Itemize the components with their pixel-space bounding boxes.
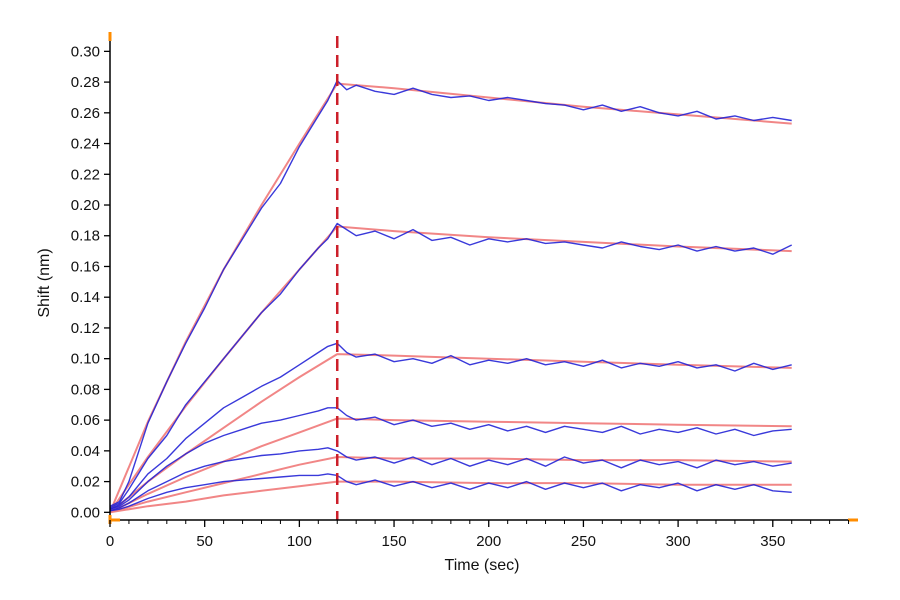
y-tick-label-4: 0.08 [71, 381, 100, 398]
y-tick-label-0: 0.00 [71, 504, 100, 521]
x-tick-label-3: 150 [382, 533, 407, 550]
measured-trace-3 [109, 222, 793, 509]
fit-curve-2 [109, 225, 792, 513]
x-tick-label-6: 300 [666, 533, 691, 550]
y-tick-label-3: 0.06 [71, 412, 100, 429]
y-tick-label-2: 0.04 [71, 443, 100, 460]
fit-curve-4 [109, 353, 792, 514]
x-tick-label-5: 250 [571, 533, 596, 550]
x-axis-title: Time (sec) [445, 557, 520, 574]
x-tick-label-2: 100 [287, 533, 312, 550]
y-tick-label-1: 0.02 [71, 474, 100, 491]
measured-trace-5 [109, 342, 792, 510]
y-axis-top-end-mark [108, 32, 112, 41]
y-tick-label-10: 0.20 [71, 197, 100, 214]
measured-trace-9 [109, 447, 792, 512]
axis-layer: 0.00 0.02 0.04 0.06 0.08 0.10 0.12 0.14 0.16 0.18… [71, 32, 858, 550]
y-tick-label-5: 0.10 [71, 351, 100, 368]
measured-trace-11 [109, 473, 792, 512]
measured-trace-7 [109, 407, 792, 510]
y-tick-label-15: 0.30 [71, 43, 100, 60]
x-tick-label-0: 0 [106, 533, 114, 550]
y-tick-label-6: 0.12 [71, 320, 100, 337]
y-tick-label-11: 0.22 [71, 166, 100, 183]
y-tick-label-9: 0.18 [71, 228, 100, 245]
measured-trace-1 [109, 79, 792, 507]
x-axis-right-end-mark [848, 518, 858, 522]
y-tick-label-14: 0.28 [71, 74, 100, 91]
fit-curve-6 [109, 417, 792, 514]
x-tick-label-7: 350 [760, 533, 785, 550]
y-tick-label-7: 0.14 [71, 289, 100, 306]
y-tick-label-13: 0.26 [71, 105, 100, 122]
y-tick-label-12: 0.24 [71, 136, 100, 153]
series-layer [109, 79, 793, 514]
y-tick-label-8: 0.16 [71, 258, 100, 275]
x-axis-left-end-mark [110, 518, 120, 522]
x-tick-label-4: 200 [476, 533, 501, 550]
x-tick-label-1: 50 [196, 533, 213, 550]
y-axis-title: Shift (nm) [36, 248, 53, 317]
fit-curve-0 [109, 82, 792, 513]
